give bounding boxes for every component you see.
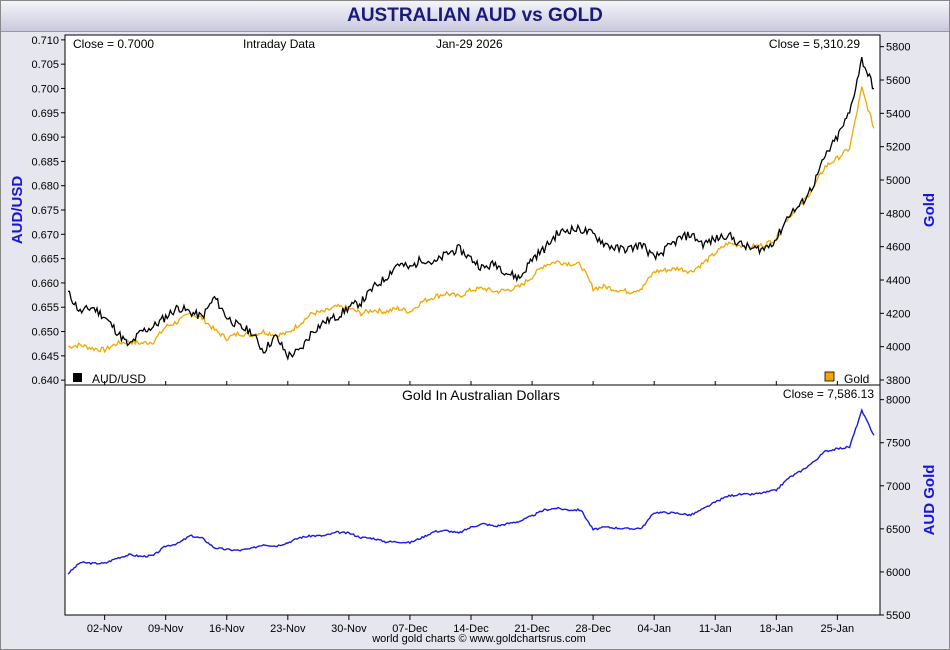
left-tick-label: 0.675 bbox=[31, 205, 59, 217]
series-audusd-line bbox=[67, 56, 875, 361]
x-tick-label: 30-Nov bbox=[331, 623, 367, 635]
right-tick-label: 3800 bbox=[886, 375, 910, 387]
bottom-right-tick-label: 7500 bbox=[886, 438, 910, 450]
top-panel bbox=[64, 34, 881, 386]
x-tick-label: 25-Jan bbox=[821, 623, 855, 635]
x-tick-label: 14-Dec bbox=[453, 623, 489, 635]
left-tick-label: 0.685 bbox=[31, 156, 59, 168]
bottom-right-tick-label: 5500 bbox=[886, 610, 910, 622]
x-tick-label: 04-Jan bbox=[637, 623, 671, 635]
left-tick-label: 0.695 bbox=[31, 108, 59, 120]
left-tick-label: 0.705 bbox=[31, 59, 59, 71]
left-axis-label: AUD/USD bbox=[9, 176, 26, 245]
x-tick-label: 02-Nov bbox=[87, 623, 123, 635]
left-tick-label: 0.700 bbox=[31, 83, 59, 95]
left-tick-label: 0.690 bbox=[31, 132, 59, 144]
left-tick-label: 0.660 bbox=[31, 278, 59, 290]
right-tick-label: 4600 bbox=[886, 242, 910, 254]
right-tick-label: 4800 bbox=[886, 208, 910, 220]
x-tick-label: 09-Nov bbox=[148, 623, 184, 635]
x-tick-label: 18-Jan bbox=[759, 623, 793, 635]
date-label: Jan-29 2026 bbox=[436, 37, 503, 51]
bottom-right-tick-label: 6500 bbox=[886, 524, 910, 536]
footer-credit: world gold charts © www.goldchartsrus.co… bbox=[371, 633, 586, 645]
left-tick-label: 0.680 bbox=[31, 181, 59, 193]
left-tick-label: 0.650 bbox=[31, 327, 59, 339]
series-lines bbox=[67, 56, 875, 575]
right-tick-label: 4400 bbox=[886, 275, 910, 287]
left-tick-label: 0.655 bbox=[31, 302, 59, 314]
top-left-close: Close = 0.7000 bbox=[73, 37, 154, 51]
legend-gold-swatch bbox=[824, 371, 835, 382]
bottom-right-axis-label: AUD Gold bbox=[921, 465, 938, 536]
x-tick-label: 16-Nov bbox=[209, 623, 245, 635]
left-tick-label: 0.640 bbox=[31, 375, 59, 387]
bottom-panel bbox=[64, 384, 881, 616]
bottom-right-tick-label: 7000 bbox=[886, 481, 910, 493]
bottom-right-close: Close = 7,586.13 bbox=[783, 387, 874, 401]
x-tick-label: 23-Nov bbox=[270, 623, 306, 635]
series-aud-gold-line bbox=[67, 407, 875, 575]
chart-title: AUSTRALIAN AUD vs GOLD bbox=[347, 5, 603, 26]
left-tick-label: 0.645 bbox=[31, 351, 59, 363]
left-tick-label: 0.665 bbox=[31, 254, 59, 266]
right-axis-label: Gold bbox=[921, 193, 938, 227]
right-tick-label: 5200 bbox=[886, 142, 910, 154]
axis-ticks: 0.640 0.645 0.650 0.655 0.660 0.665 0.670 0.675… bbox=[31, 35, 910, 635]
bottom-right-tick-label: 6000 bbox=[886, 567, 910, 579]
bottom-panel-title: Gold In Australian Dollars bbox=[402, 387, 560, 403]
x-tick-label: 07-Dec bbox=[392, 623, 428, 635]
x-tick-label: 11-Jan bbox=[699, 623, 732, 635]
legend-audusd-label: AUD/USD bbox=[92, 372, 146, 386]
series-gold-line bbox=[67, 86, 875, 354]
intraday-label: Intraday Data bbox=[243, 37, 315, 51]
right-tick-label: 5000 bbox=[886, 175, 910, 187]
left-tick-label: 0.710 bbox=[31, 35, 59, 47]
x-tick-label: 21-Dec bbox=[514, 623, 550, 635]
right-tick-label: 5800 bbox=[886, 42, 910, 54]
bottom-right-tick-label: 8000 bbox=[886, 395, 910, 407]
legend-audusd-swatch bbox=[73, 373, 82, 382]
legend-gold-label: Gold bbox=[844, 372, 869, 386]
right-tick-label: 4000 bbox=[886, 342, 910, 354]
left-tick-label: 0.670 bbox=[31, 229, 59, 241]
right-tick-label: 4200 bbox=[886, 308, 910, 320]
x-tick-label: 28-Dec bbox=[575, 623, 611, 635]
title-bar: AUSTRALIAN AUD vs GOLD bbox=[1, 1, 949, 32]
top-right-close: Close = 5,310.29 bbox=[769, 37, 860, 51]
right-tick-label: 5400 bbox=[886, 108, 910, 120]
right-tick-label: 5600 bbox=[886, 75, 910, 87]
